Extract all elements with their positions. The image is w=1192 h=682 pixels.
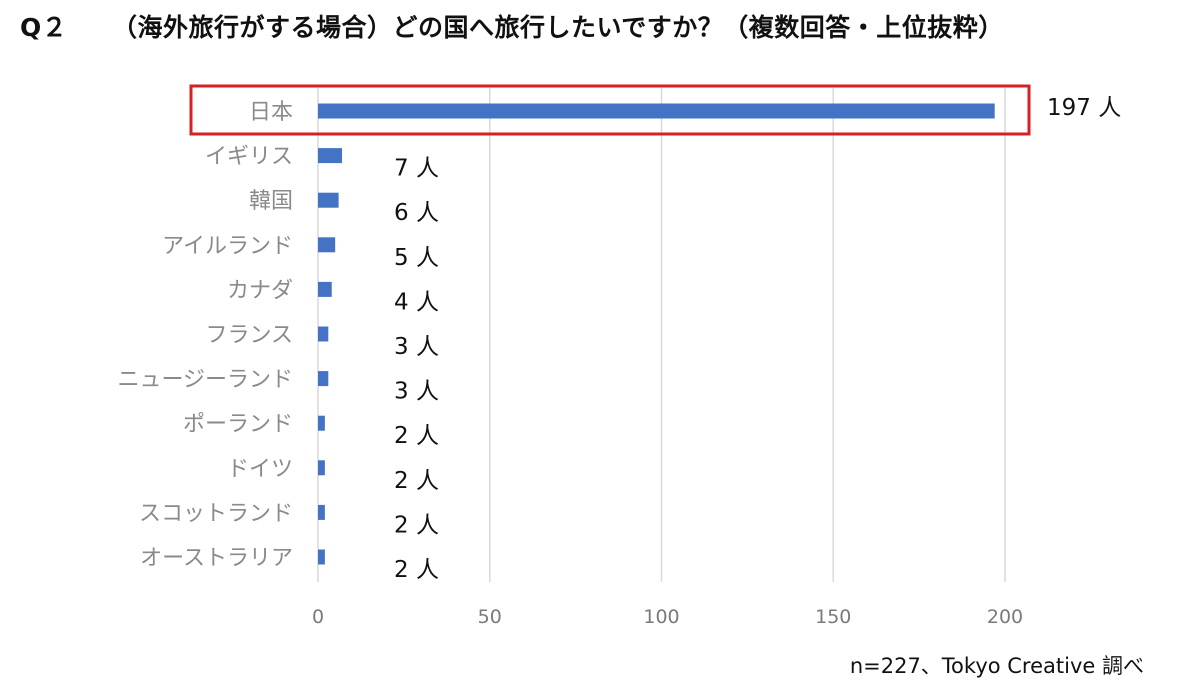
category-label-6: ニュージーランド [117, 368, 293, 393]
source-note: n=227、Tokyo Creative 調べ [849, 654, 1144, 678]
value-label-9: 2 人 [394, 512, 439, 538]
bars [318, 103, 995, 565]
bar-9 [318, 504, 325, 520]
question-text: （海外旅行がする場合）どの国へ旅行したいですか？（複数回答・上位抜粋） [112, 13, 1004, 42]
value-labels: 197 人 7 人 6 人 5 人 4 人 3 人 3 人 2 人 2 人 2 人 2 人 [394, 95, 1121, 583]
x-tick-label-50: 50 [478, 606, 502, 628]
value-label-4: 4 人 [394, 289, 439, 315]
x-axis-ticks: 0 50 100 150 200 [312, 606, 1023, 628]
bar-10 [318, 549, 325, 565]
value-label-10: 2 人 [394, 557, 439, 583]
bar-8 [318, 460, 325, 476]
category-label-0: 日本 [249, 100, 293, 125]
highlight [189, 84, 1031, 136]
bar-2 [318, 192, 339, 208]
value-label-2: 6 人 [394, 200, 439, 226]
question-number: Q２ [20, 13, 68, 42]
category-label-2: 韓国 [249, 189, 293, 214]
x-tick-label-0: 0 [312, 606, 324, 628]
highlight-box [189, 84, 1031, 136]
category-label-9: スコットランド [139, 501, 293, 526]
bar-5 [318, 326, 329, 342]
value-label-0: 197 人 [1047, 95, 1121, 121]
category-label-1: イギリス [205, 145, 293, 170]
category-label-8: ドイツ [227, 457, 293, 482]
bar-0 [318, 103, 995, 119]
category-label-10: オーストラリア [140, 546, 293, 571]
category-label-3: アイルランド [162, 234, 293, 259]
x-tick-label-150: 150 [815, 606, 851, 628]
bar-7 [318, 415, 325, 431]
bar-4 [318, 281, 332, 297]
value-label-5: 3 人 [394, 334, 439, 360]
bar-1 [318, 148, 343, 164]
chart-title: Q２ （海外旅行がする場合）どの国へ旅行したいですか？（複数回答・上位抜粋） [20, 8, 1004, 44]
value-label-7: 2 人 [394, 423, 439, 449]
x-tick-label-100: 100 [643, 606, 679, 628]
value-label-8: 2 人 [394, 468, 439, 494]
category-labels: 日本イギリス韓国アイルランドカナダフランスニュージーランドポーランドドイツスコッ… [117, 100, 293, 571]
x-tick-label-200: 200 [987, 606, 1023, 628]
bar-3 [318, 237, 336, 253]
value-label-3: 5 人 [394, 245, 439, 271]
value-label-6: 3 人 [394, 379, 439, 405]
category-label-7: ポーランド [183, 412, 293, 437]
category-label-5: フランス [205, 323, 293, 348]
category-label-4: カナダ [227, 278, 293, 303]
bar-6 [318, 371, 329, 387]
value-label-1: 7 人 [394, 156, 439, 182]
